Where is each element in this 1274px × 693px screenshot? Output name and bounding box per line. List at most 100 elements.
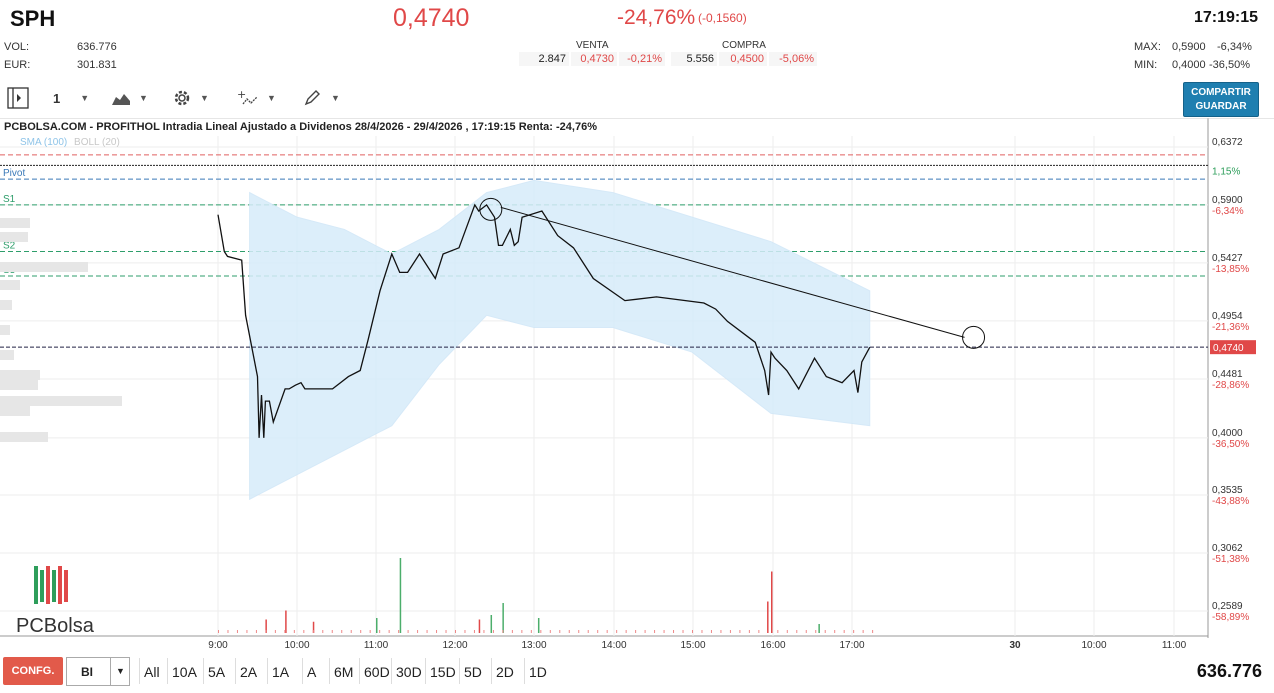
volume-bar	[285, 610, 287, 633]
range-button-60d[interactable]: 60D	[364, 664, 390, 680]
max-percent: -6,34%	[1217, 41, 1252, 53]
volume-tick	[815, 630, 817, 633]
range-button-5a[interactable]: 5A	[208, 664, 226, 680]
range-button-all[interactable]: All	[144, 664, 160, 680]
volume-tick	[578, 630, 580, 633]
indicators-select[interactable]: + ▼	[237, 86, 276, 110]
sell-qty: 2.847	[519, 52, 569, 66]
chevron-down-icon: ▼	[139, 93, 148, 103]
legend-boll: BOLL (20)	[74, 137, 120, 148]
indicator-add-icon: +	[237, 89, 258, 105]
range-button-30d[interactable]: 30D	[396, 664, 422, 680]
volume-tick	[284, 630, 286, 633]
y-tick-percent: 1,15%	[1212, 166, 1240, 177]
y-tick-percent: -51,38%	[1212, 554, 1249, 565]
range-button-a[interactable]: A	[307, 664, 317, 680]
panel-icon	[7, 87, 29, 109]
volume-tick	[758, 630, 760, 633]
chart-type-select[interactable]: ▼	[111, 86, 148, 110]
volume-tick	[511, 630, 513, 633]
logo-candle	[64, 570, 68, 602]
ticker-symbol: SPH	[10, 6, 56, 31]
range-button-2d[interactable]: 2D	[496, 664, 514, 680]
gear-icon	[174, 90, 190, 106]
range-separator	[139, 658, 140, 684]
range-separator	[425, 658, 426, 684]
range-button-1a[interactable]: 1A	[272, 664, 290, 680]
volume-tick	[549, 630, 551, 633]
volume-tick	[710, 630, 712, 633]
range-button-10a[interactable]: 10A	[172, 664, 197, 680]
volume-tick	[530, 630, 532, 633]
volume-tick	[843, 630, 845, 633]
mode-select[interactable]: BI ▼	[66, 657, 130, 686]
volume-tick	[483, 630, 485, 633]
pencil-icon	[304, 90, 320, 106]
x-tick-label: 13:00	[521, 640, 546, 651]
volume-tick	[540, 630, 542, 633]
volume-tick	[218, 630, 219, 633]
range-separator	[459, 658, 460, 684]
volume-tick	[748, 630, 750, 633]
toggle-panel-button[interactable]	[6, 86, 30, 110]
trendline-handle-start	[479, 197, 503, 221]
share-save-button[interactable]: COMPARTIR GUARDAR	[1183, 82, 1259, 117]
range-button-1d[interactable]: 1D	[529, 664, 547, 680]
volume-tick	[872, 630, 874, 633]
drawing-tools-select[interactable]: ▼	[303, 86, 340, 110]
volume-tick	[417, 630, 419, 633]
range-button-5d[interactable]: 5D	[464, 664, 482, 680]
y-tick-label: 0,3062	[1212, 543, 1243, 554]
chevron-down-icon: ▼	[331, 93, 340, 103]
chart-title: PCBOLSA.COM - PROFITHOL Intradia Lineal …	[4, 121, 597, 133]
volume-tick	[255, 630, 257, 633]
volume-tick	[312, 630, 314, 633]
volume-tick	[388, 630, 390, 633]
y-tick-percent: -36,50%	[1212, 439, 1249, 450]
volume-tick	[587, 630, 589, 633]
current-price-tag	[1210, 340, 1256, 355]
range-separator	[235, 658, 236, 684]
y-tick-label: 0,6372	[1212, 137, 1243, 148]
settings-select[interactable]: ▼	[172, 86, 209, 110]
range-button-6m[interactable]: 6M	[334, 664, 354, 680]
vol-label: VOL:	[4, 41, 30, 53]
volume-tick	[436, 630, 438, 633]
price-chart[interactable]: 9:00 10:00 11:00 12:00 13:00 14:00 15:00 16:00 1…	[0, 118, 1274, 656]
volume-tick	[265, 630, 267, 633]
volume-tick	[729, 630, 731, 633]
interval-value: 1	[53, 90, 61, 106]
last-update-time: 17:19:15	[1193, 9, 1258, 26]
x-tick-label: 14:00	[601, 640, 626, 651]
volume-bar	[771, 571, 773, 633]
volume-bar	[399, 558, 402, 633]
volume-profile-bar	[0, 280, 20, 290]
volume-bar	[312, 621, 315, 633]
volume-tick	[303, 630, 305, 633]
volume-tick	[322, 630, 324, 633]
range-separator	[167, 658, 168, 684]
chevron-down-icon: ▼	[110, 658, 130, 685]
volume-tick	[407, 630, 409, 633]
x-tick-label: 11:00	[364, 640, 389, 651]
range-separator	[329, 658, 330, 684]
sell-price: 0,4730	[571, 52, 617, 66]
volume-tick	[246, 630, 248, 633]
volume-tick	[521, 630, 523, 633]
volume-tick	[293, 630, 295, 633]
sell-label: VENTA	[576, 40, 609, 51]
volume-profile-bar	[0, 380, 38, 390]
volume-tick	[568, 630, 570, 633]
buy-qty: 5.556	[671, 52, 717, 66]
sell-percent: -0,21%	[619, 52, 665, 66]
range-separator	[302, 658, 303, 684]
mode-value: BI	[81, 665, 93, 679]
y-tick-percent: -21,36%	[1212, 322, 1249, 333]
config-button[interactable]: CONFG.	[3, 657, 63, 685]
range-button-15d[interactable]: 15D	[430, 664, 456, 680]
interval-select[interactable]: 1 ▼	[53, 86, 89, 110]
range-button-2a[interactable]: 2A	[240, 664, 258, 680]
volume-tick	[796, 630, 798, 633]
max-label: MAX:	[1134, 41, 1161, 53]
volume-tick	[663, 630, 665, 633]
